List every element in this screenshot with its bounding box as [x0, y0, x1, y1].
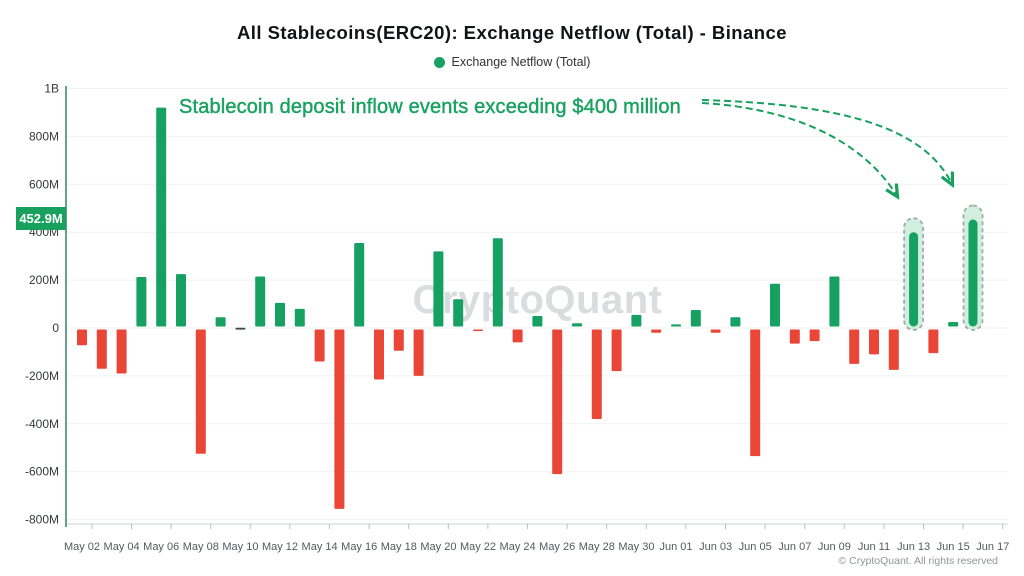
- bar-jun-05[interactable]: [750, 329, 761, 457]
- bar-may-31[interactable]: [651, 329, 662, 333]
- bar-may-16[interactable]: [354, 242, 365, 327]
- bar-may-03[interactable]: [96, 329, 107, 369]
- bar-may-22[interactable]: [473, 329, 483, 332]
- chart-title: All Stablecoins(ERC20): Exchange Netflow…: [237, 22, 787, 43]
- bar-may-24[interactable]: [512, 329, 523, 343]
- x-axis-label: Jun 11: [858, 541, 890, 553]
- bar-may-15[interactable]: [334, 329, 345, 509]
- bar-jun-08[interactable]: [809, 329, 820, 342]
- x-axis-label: Jun 07: [778, 541, 811, 553]
- bar-may-23[interactable]: [492, 238, 503, 327]
- bar-may-11[interactable]: [255, 276, 266, 327]
- y-axis-label: 600M: [29, 177, 59, 191]
- bar-jun-15[interactable]: [948, 322, 959, 327]
- bar-may-29[interactable]: [611, 329, 622, 372]
- y-axis-label: -600M: [25, 465, 59, 479]
- x-axis-label: May 20: [420, 541, 456, 553]
- y-axis-label: -200M: [25, 369, 59, 383]
- bar-may-09[interactable]: [215, 317, 226, 327]
- x-axis-label: Jun 01: [659, 541, 692, 553]
- y-axis-label: -400M: [25, 417, 59, 431]
- bar-jun-13[interactable]: [909, 232, 919, 327]
- x-axis-label: May 06: [143, 541, 179, 553]
- y-axis-label: 1B: [44, 82, 59, 96]
- bar-may-21[interactable]: [453, 299, 464, 327]
- bar-may-20[interactable]: [433, 251, 444, 327]
- bar-jun-01[interactable]: [671, 324, 681, 327]
- bar-jun-10[interactable]: [849, 329, 860, 364]
- y-axis-label: 0: [52, 321, 59, 335]
- bar-may-28[interactable]: [591, 329, 602, 420]
- x-axis-label: Jun 09: [818, 541, 851, 553]
- x-axis-label: May 08: [183, 541, 219, 553]
- current-value-badge: 452.9M: [16, 207, 66, 231]
- annotation-arrow-left: [701, 102, 897, 196]
- x-axis-label: May 26: [539, 541, 575, 553]
- bar-jun-12[interactable]: [888, 329, 899, 370]
- bar-may-06[interactable]: [156, 107, 167, 327]
- annotation-arrow-right: [701, 99, 952, 184]
- bar-may-08[interactable]: [195, 329, 206, 454]
- bar-jun-02[interactable]: [690, 310, 701, 327]
- x-axis-label: May 22: [460, 541, 496, 553]
- bar-may-05[interactable]: [136, 276, 147, 327]
- legend-item[interactable]: Exchange Netflow (Total): [0, 54, 1024, 70]
- y-axis-label: -800M: [25, 513, 59, 527]
- bar-may-10[interactable]: [235, 327, 246, 330]
- legend-label: Exchange Netflow (Total): [451, 55, 591, 69]
- bar-may-25[interactable]: [532, 316, 543, 327]
- bar-jun-06[interactable]: [770, 283, 780, 327]
- bar-may-30[interactable]: [631, 314, 642, 327]
- x-axis-label: May 10: [222, 541, 258, 553]
- bar-may-04[interactable]: [116, 329, 127, 374]
- x-axis-label: Jun 05: [739, 541, 772, 553]
- x-axis-label: Jun 15: [937, 541, 970, 553]
- bar-jun-09[interactable]: [829, 276, 840, 327]
- bar-may-13[interactable]: [294, 308, 305, 327]
- x-axis-label: May 24: [500, 541, 536, 553]
- x-axis-label: May 12: [262, 541, 298, 553]
- y-axis-label: 200M: [29, 273, 59, 287]
- legend-marker-icon: [433, 56, 445, 68]
- bar-jun-11[interactable]: [869, 329, 879, 355]
- y-axis-label: 800M: [29, 129, 59, 143]
- bar-may-26[interactable]: [552, 329, 563, 475]
- bar-jun-16[interactable]: [968, 219, 978, 327]
- annotation-text: Stablecoin deposit inflow events exceedi…: [179, 96, 681, 118]
- bar-may-27[interactable]: [572, 323, 582, 327]
- copyright-text: © CryptoQuant. All rights reserved: [838, 555, 998, 567]
- x-axis-label: May 02: [64, 541, 100, 553]
- bar-jun-14[interactable]: [928, 329, 939, 354]
- x-axis-label: May 28: [579, 541, 615, 553]
- bar-may-17[interactable]: [374, 329, 384, 380]
- x-axis-label: May 16: [341, 541, 377, 553]
- bar-may-07[interactable]: [176, 274, 186, 327]
- bar-jun-04[interactable]: [730, 317, 741, 327]
- x-axis-label: Jun 17: [976, 541, 1009, 553]
- bar-jun-03[interactable]: [710, 329, 721, 333]
- x-axis-label: May 30: [618, 541, 654, 553]
- x-axis-label: Jun 03: [699, 541, 732, 553]
- bar-jun-07[interactable]: [789, 329, 800, 344]
- bar-may-02[interactable]: [77, 329, 87, 346]
- x-axis-label: May 14: [302, 541, 338, 553]
- x-axis-label: May 18: [381, 541, 417, 553]
- bar-may-14[interactable]: [314, 329, 325, 362]
- bar-may-18[interactable]: [393, 329, 404, 351]
- x-axis-label: Jun 13: [897, 541, 930, 553]
- bar-may-19[interactable]: [413, 329, 424, 376]
- bar-may-12[interactable]: [275, 302, 285, 327]
- x-axis-label: May 04: [104, 541, 140, 553]
